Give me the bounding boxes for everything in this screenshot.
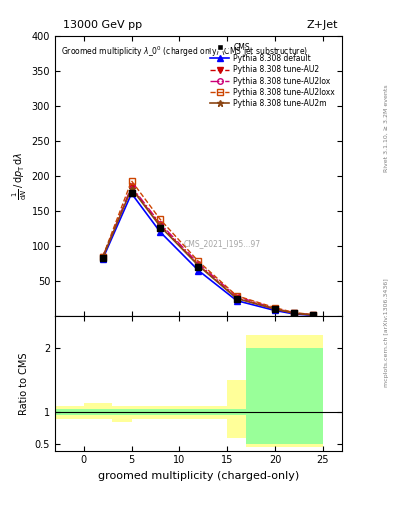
Pythia 8.308 tune-AU2loxx	[196, 259, 201, 265]
Pythia 8.308 tune-AU2m	[273, 306, 277, 312]
Pythia 8.308 tune-AU2lox	[129, 183, 134, 189]
Pythia 8.308 tune-AU2lox	[158, 221, 163, 227]
Pythia 8.308 tune-AU2	[101, 253, 105, 260]
Pythia 8.308 tune-AU2	[234, 295, 239, 301]
Pythia 8.308 tune-AU2lox	[273, 305, 277, 311]
Pythia 8.308 tune-AU2m	[101, 254, 105, 260]
Text: Z+Jet: Z+Jet	[307, 20, 338, 30]
Pythia 8.308 default	[273, 307, 277, 313]
Line: Pythia 8.308 tune-AU2lox: Pythia 8.308 tune-AU2lox	[100, 184, 316, 318]
Pythia 8.308 tune-AU2loxx	[129, 178, 134, 184]
CMS	[195, 263, 202, 271]
Text: Groomed multiplicity $\lambda\_0^0$ (charged only) (CMS jet substructure): Groomed multiplicity $\lambda\_0^0$ (cha…	[61, 44, 308, 59]
CMS	[272, 305, 278, 313]
Text: CMS_2021_I195...97: CMS_2021_I195...97	[184, 239, 261, 248]
Pythia 8.308 tune-AU2	[292, 310, 296, 316]
Pythia 8.308 tune-AU2	[311, 312, 316, 318]
Pythia 8.308 tune-AU2loxx	[273, 305, 277, 311]
Pythia 8.308 tune-AU2lox	[234, 293, 239, 300]
Line: Pythia 8.308 tune-AU2: Pythia 8.308 tune-AU2	[100, 185, 316, 318]
Line: Pythia 8.308 tune-AU2m: Pythia 8.308 tune-AU2m	[99, 185, 317, 318]
Pythia 8.308 tune-AU2	[273, 306, 277, 312]
Pythia 8.308 tune-AU2lox	[311, 312, 316, 318]
X-axis label: groomed multiplicity (charged-only): groomed multiplicity (charged-only)	[98, 471, 299, 481]
Pythia 8.308 default	[196, 267, 201, 273]
CMS	[157, 224, 163, 232]
Pythia 8.308 tune-AU2m	[129, 185, 134, 191]
Pythia 8.308 tune-AU2m	[158, 223, 163, 229]
Pythia 8.308 tune-AU2m	[234, 295, 239, 302]
Pythia 8.308 tune-AU2m	[292, 310, 296, 316]
Pythia 8.308 default	[129, 190, 134, 197]
Pythia 8.308 default	[292, 311, 296, 317]
Pythia 8.308 tune-AU2loxx	[234, 293, 239, 299]
Pythia 8.308 default	[234, 297, 239, 304]
Pythia 8.308 default	[101, 255, 105, 262]
Line: Pythia 8.308 tune-AU2loxx: Pythia 8.308 tune-AU2loxx	[100, 178, 316, 317]
CMS	[310, 311, 316, 319]
CMS	[233, 294, 240, 303]
Y-axis label: Ratio to CMS: Ratio to CMS	[19, 352, 29, 415]
Pythia 8.308 tune-AU2loxx	[311, 312, 316, 318]
Y-axis label: $\frac{1}{\mathrm{d}N}\,/\,\mathrm{d}p_\mathrm{T}\,\mathrm{d}\lambda$: $\frac{1}{\mathrm{d}N}\,/\,\mathrm{d}p_\…	[11, 152, 29, 200]
Pythia 8.308 tune-AU2loxx	[292, 309, 296, 315]
Pythia 8.308 default	[158, 229, 163, 235]
Pythia 8.308 tune-AU2	[196, 262, 201, 268]
Pythia 8.308 tune-AU2lox	[196, 261, 201, 267]
Line: Pythia 8.308 default: Pythia 8.308 default	[100, 190, 316, 318]
Pythia 8.308 tune-AU2loxx	[158, 216, 163, 222]
Text: mcplots.cern.ch [arXiv:1306.3436]: mcplots.cern.ch [arXiv:1306.3436]	[384, 279, 389, 387]
Text: Rivet 3.1.10, ≥ 3.2M events: Rivet 3.1.10, ≥ 3.2M events	[384, 84, 389, 172]
Text: 13000 GeV pp: 13000 GeV pp	[63, 20, 142, 30]
Pythia 8.308 tune-AU2lox	[292, 310, 296, 316]
CMS	[291, 308, 297, 316]
CMS	[100, 254, 106, 262]
Pythia 8.308 tune-AU2	[158, 222, 163, 228]
Pythia 8.308 tune-AU2m	[311, 312, 316, 318]
Pythia 8.308 tune-AU2loxx	[101, 253, 105, 260]
Pythia 8.308 tune-AU2	[129, 185, 134, 191]
Pythia 8.308 tune-AU2m	[196, 263, 201, 269]
Pythia 8.308 tune-AU2lox	[101, 253, 105, 260]
CMS	[129, 189, 135, 198]
Legend: CMS, Pythia 8.308 default, Pythia 8.308 tune-AU2, Pythia 8.308 tune-AU2lox, Pyth: CMS, Pythia 8.308 default, Pythia 8.308 …	[208, 39, 338, 111]
Pythia 8.308 default	[311, 312, 316, 318]
